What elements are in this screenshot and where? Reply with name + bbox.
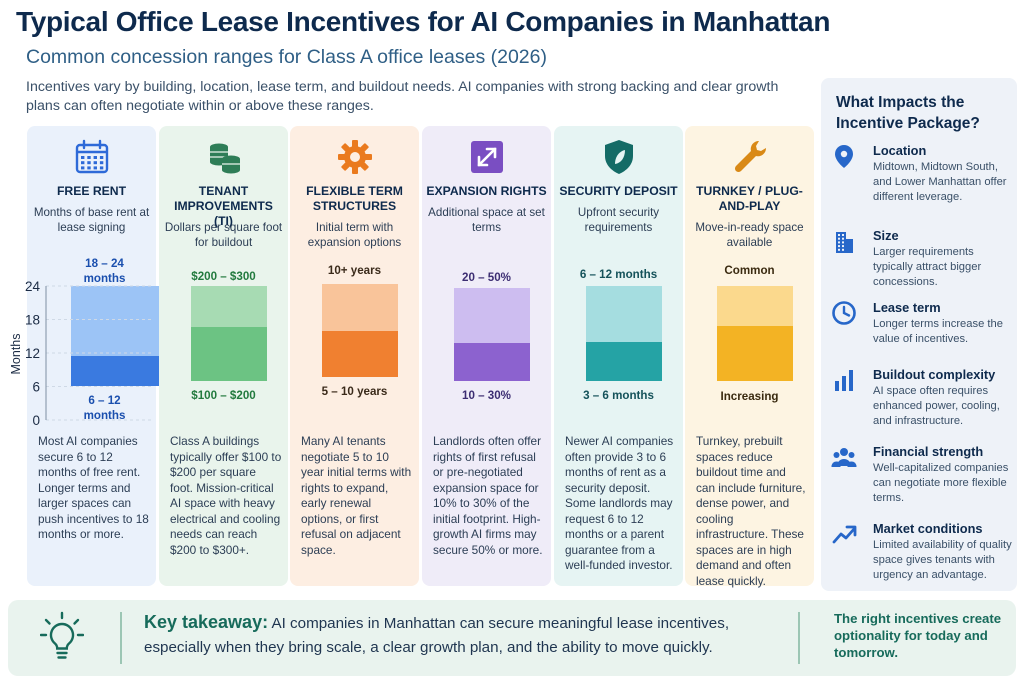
location-pin-icon [835, 145, 853, 168]
column-body-text: Landlords often offer rights of first re… [433, 434, 543, 557]
range-bar-high [191, 286, 267, 327]
range-low-label: 5 – 10 years [321, 385, 388, 398]
factor-text: Limited availability of quality space gi… [873, 539, 1012, 581]
gear-icon [337, 140, 372, 174]
column-title: Flexible Term Structures [306, 184, 403, 213]
column-body-text: Most AI companies secure 6 to 12 months … [38, 434, 149, 541]
column-title: Expansion Rights [426, 184, 547, 198]
expand-arrows-icon [470, 141, 503, 173]
incentive-column-free-rent: Free Rent Months of base rent at lease si… [27, 126, 160, 586]
column-body-text: Turnkey, prebuilt spaces reduce buildout… [696, 434, 806, 588]
column-description: Months of base rent at lease signing [33, 206, 150, 234]
factor-title: Financial strength [873, 444, 984, 459]
incentive-column-security-deposit: Security Deposit Upfront security require… [554, 126, 683, 586]
key-takeaway-body: AI companies in Manhattan can secure mea… [144, 615, 730, 656]
sidebar-heading: What Impacts the Incentive Package? [836, 94, 980, 132]
range-bar-high [586, 286, 662, 342]
column-body-text: Class A buildings typically offer $100 t… [170, 434, 282, 557]
wrench-icon [734, 140, 766, 173]
column-title: Turnkey / Plug-and-Play [696, 184, 803, 213]
footer-divider [120, 612, 122, 664]
column-body-text: Many AI tenants negotiate 5 to 10 year i… [301, 434, 412, 557]
range-bar-low [71, 356, 160, 386]
key-takeaway-banner: Key takeaway: AI companies in Manhattan … [8, 600, 1016, 676]
column-title: Tenant Improvements (TI) [174, 184, 273, 228]
column-description: Move-in-ready space available [695, 221, 804, 249]
range-bar-low [586, 342, 662, 381]
factor-title: Lease term [873, 300, 941, 315]
footer-divider [798, 612, 800, 664]
range-low-label: 3 – 6 months [583, 389, 654, 402]
range-high-label: 18 – 24 months [83, 257, 126, 285]
key-takeaway-label: Key takeaway: [144, 612, 269, 632]
factor-title: Size [873, 228, 899, 243]
calendar-icon [75, 139, 108, 174]
clock-icon [832, 301, 856, 325]
range-bar-low [191, 327, 267, 381]
range-low-label: 6 – 12 months [83, 394, 126, 422]
range-low-label: 10 – 30% [462, 389, 511, 402]
factor-text: AI space often requires enhanced power, … [873, 385, 1000, 427]
column-title: Security Deposit [559, 184, 678, 198]
range-high-label: 20 – 50% [462, 271, 511, 284]
column-title: Free Rent [56, 184, 127, 198]
factor-title: Location [873, 143, 927, 158]
lightbulb-icon [40, 611, 84, 659]
range-bar-high [71, 286, 160, 356]
factor-text: Larger requirements typically attract bi… [873, 246, 982, 288]
factor-title: Market conditions [873, 521, 983, 536]
page-title: Typical Office Lease Incentives for AI C… [16, 6, 831, 37]
footer-tagline: The right incentives create optionality … [834, 611, 1002, 660]
range-bar-high [717, 286, 793, 326]
range-high-label: 10+ years [327, 264, 382, 277]
column-description: Initial term with expansion options [307, 221, 402, 249]
range-bar-high [454, 288, 530, 343]
page-subtitle: Common concession ranges for Class A off… [26, 46, 547, 68]
incentive-column-expansion-rights: Expansion Rights Additional space at set … [422, 126, 551, 586]
column-description: Additional space at set terms [428, 206, 545, 234]
factor-text: Midtown, Midtown South, and Lower Manhat… [873, 161, 1007, 203]
coins-icon [209, 143, 240, 174]
shield-icon [604, 140, 633, 174]
range-bar-low [322, 331, 398, 377]
incentive-column-tenant-improvements: Tenant Improvements (TI) Dollars per squa… [159, 126, 288, 586]
factor-text: Longer terms increase the value of incen… [873, 318, 1003, 345]
key-takeaway-text: Key takeaway: AI companies in Manhattan … [144, 610, 784, 660]
people-icon [831, 448, 857, 467]
building-icon [836, 232, 853, 253]
bar-chart-icon [835, 370, 853, 391]
range-high-label: Common [724, 264, 775, 277]
trend-up-icon [832, 525, 857, 544]
range-bar-low [717, 326, 793, 381]
range-low-label: $100 – $200 [191, 389, 256, 402]
range-bar-low [454, 343, 530, 381]
factor-title: Buildout complexity [873, 367, 996, 382]
impact-sidebar: What Impacts the Incentive Package? Loca… [821, 78, 1017, 591]
range-bar-high [322, 284, 398, 331]
column-description: Dollars per square foot for buildout [164, 221, 283, 249]
column-body-text: Newer AI companies often provide 3 to 6 … [565, 434, 674, 572]
y-axis-label: Months [9, 334, 23, 375]
range-high-label: $200 – $300 [191, 270, 256, 283]
incentive-column-flexible-term: Flexible Term Structures Initial term wit… [290, 126, 419, 586]
range-low-label: Increasing [720, 390, 779, 403]
range-high-label: 6 – 12 months [579, 268, 658, 281]
factor-text: Well-capitalized companies can negotiate… [873, 462, 1009, 504]
column-description: Upfront security requirements [577, 206, 660, 234]
incentive-column-turnkey: Turnkey / Plug-and-Play Move-in-ready spa… [685, 126, 814, 588]
intro-text: Incentives vary by building, location, l… [26, 79, 779, 114]
